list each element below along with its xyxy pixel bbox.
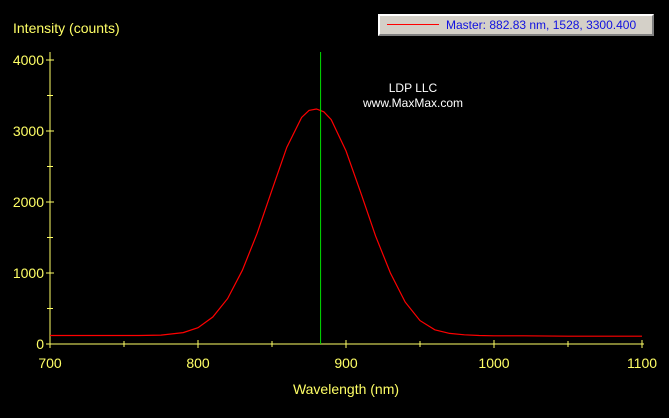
x-tick-label: 1000: [478, 355, 509, 371]
x-tick-label: 1100: [627, 355, 657, 371]
annotation-website: www.MaxMax.com: [362, 96, 463, 110]
x-tick-label: 900: [334, 355, 358, 371]
y-tick-label: 4000: [13, 52, 44, 68]
legend-line-swatch: [387, 24, 439, 25]
y-axis-label: Intensity (counts): [13, 20, 120, 36]
spectrum-curve: [50, 108, 642, 337]
tick-labels: 0 1000 2000 3000 4000 700 800 900 1000 1100: [13, 52, 657, 371]
x-tick-label: 700: [38, 355, 62, 371]
x-axis-label: Wavelength (nm): [292, 381, 400, 397]
tick-marks: [46, 59, 643, 348]
y-tick-label: 0: [36, 336, 44, 352]
y-tick-label: 1000: [13, 265, 44, 281]
y-tick-label: 3000: [13, 123, 44, 139]
legend: Master: 882.83 nm, 1528, 3300.400: [378, 14, 654, 36]
annotation-company: LDP LLC: [388, 81, 438, 95]
legend-label: Master: 882.83 nm, 1528, 3300.400: [446, 18, 637, 32]
x-tick-label: 800: [186, 355, 210, 371]
y-tick-label: 2000: [13, 194, 44, 210]
axes: [49, 52, 644, 345]
series-layer: [50, 108, 642, 337]
